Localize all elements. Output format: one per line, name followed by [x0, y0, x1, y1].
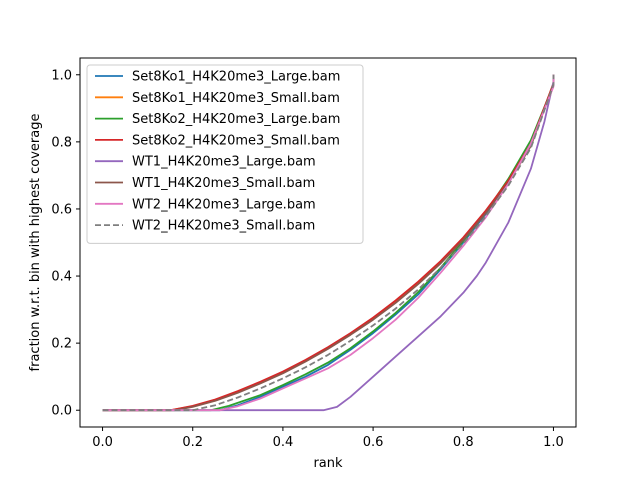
- legend-entry-label: WT1_H4K20me3_Small.bam: [132, 176, 315, 191]
- legend-entry-label: WT1_H4K20me3_Large.bam: [132, 155, 316, 170]
- legend-box: [86, 64, 364, 244]
- x-tick-label: 0.2: [182, 435, 203, 450]
- axes-frame: [79, 57, 577, 428]
- y-tick-label: 1.0: [51, 68, 72, 83]
- x-tick-label: 0.0: [92, 435, 113, 450]
- x-tick-label: 0.4: [273, 435, 294, 450]
- y-tick-label: 0.6: [51, 202, 72, 217]
- y-tick-label: 0.0: [51, 404, 72, 419]
- series-line-5: [102, 74, 555, 412]
- legend-entry-label: Set8Ko2_H4K20me3_Large.bam: [132, 112, 340, 127]
- y-tick-label: 0.4: [51, 270, 72, 285]
- legend-entry-label: WT2_H4K20me3_Small.bam: [132, 219, 315, 234]
- legend-entry-label: Set8Ko1_H4K20me3_Small.bam: [132, 91, 340, 106]
- legend-entry-label: WT2_H4K20me3_Large.bam: [132, 197, 316, 212]
- x-tick-label: 1.0: [543, 435, 564, 450]
- legend-entry-label: Set8Ko2_H4K20me3_Small.bam: [132, 133, 340, 148]
- x-axis-ticks: 0.0 0.2 0.4 0.6 0.8 1.0: [92, 427, 564, 450]
- series-line-4: [102, 74, 555, 412]
- x-axis-label: rank: [313, 456, 343, 471]
- series-line-7: [102, 74, 555, 412]
- y-tick-label: 0.2: [51, 337, 72, 352]
- x-tick-label: 0.6: [363, 435, 384, 450]
- y-axis-ticks: 0.0 0.2 0.4 0.6 0.8 1.0: [51, 68, 80, 419]
- y-tick-label: 0.8: [51, 135, 72, 150]
- series-line-3: [102, 74, 555, 412]
- series-line-8: [102, 74, 555, 412]
- legend: Set8Ko1_H4K20me3_Large.bam Set8Ko1_H4K20m…: [86, 64, 364, 244]
- series-layer: [102, 74, 555, 412]
- y-axis-label: fraction w.r.t. bin with highest coverag…: [28, 114, 43, 372]
- legend-entry-label: Set8Ko1_H4K20me3_Large.bam: [132, 70, 340, 85]
- x-tick-label: 0.8: [453, 435, 474, 450]
